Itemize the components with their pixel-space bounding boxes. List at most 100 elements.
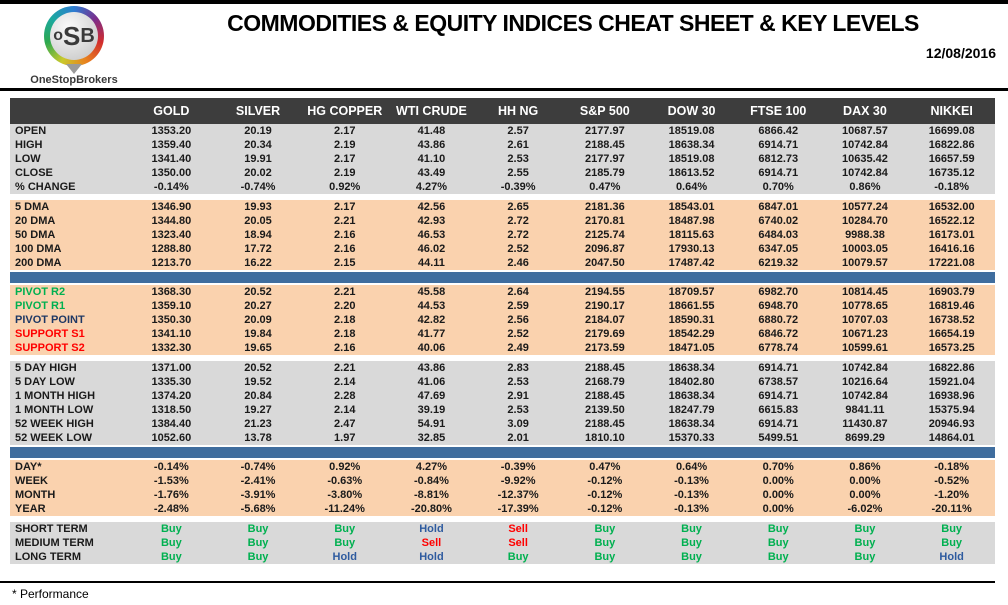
- column-header-dow-30: DOW 30: [667, 104, 716, 118]
- value-200-dma-ftse-100: 6219.32: [758, 257, 799, 269]
- value-5-day-high-hh-ng: 2.83: [507, 362, 529, 374]
- value-52-week-low-hg-copper: 1.97: [334, 432, 356, 444]
- value-long-term-hh-ng: Buy: [507, 551, 529, 563]
- value-short-term-silver: Buy: [247, 523, 269, 535]
- value-year-ftse-100: 0.00%: [762, 503, 794, 515]
- value-change-gold: -0.14%: [153, 181, 189, 193]
- value-5-dma-wti-crude: 42.56: [417, 201, 446, 213]
- value-day-dow-30: 0.64%: [675, 461, 708, 473]
- value-20-dma-ftse-100: 6740.02: [758, 215, 799, 227]
- value-pivot-point-dow-30: 18590.31: [668, 314, 715, 326]
- value-20-dma-hg-copper: 2.21: [334, 215, 356, 227]
- value-open-dow-30: 18519.08: [668, 125, 715, 137]
- value-pivot-r1-ftse-100: 6948.70: [758, 300, 799, 312]
- value-month-hh-ng: -12.37%: [497, 489, 539, 501]
- value-50-dma-s-p-500: 2125.74: [584, 229, 625, 241]
- table-row-low: LOW 1341.40 19.91 2.17 41.10 2.53 2177.97 18519…: [10, 152, 995, 166]
- table-row-high: HIGH 1359.40 20.34 2.19 43.86 2.61 2188.45 1863…: [10, 138, 995, 152]
- value-change-s-p-500: 0.47%: [589, 181, 621, 193]
- value-change-hh-ng: -0.39%: [500, 181, 536, 193]
- value-medium-term-silver: Buy: [247, 537, 269, 549]
- value-pivot-r2-silver: 20.52: [244, 286, 272, 298]
- value-200-dma-gold: 1213.70: [151, 257, 192, 269]
- value-support-s1-gold: 1341.10: [151, 328, 192, 340]
- value-month-ftse-100: 0.00%: [762, 489, 794, 501]
- section-signals: SHORT TERM Buy Buy Buy Hold Sell Buy Buy Buy Buy B…: [10, 522, 995, 564]
- value-100-dma-dow-30: 17930.13: [668, 243, 715, 255]
- value-50-dma-silver: 18.94: [244, 229, 272, 241]
- value-week-dax-30: 0.00%: [849, 475, 881, 487]
- value-50-dma-nikkei: 16173.01: [928, 229, 975, 241]
- row-label-month: MONTH: [15, 489, 56, 501]
- table-row-5-day-high: 5 DAY HIGH 1371.00 20.52 2.21 43.86 2.83 2188.…: [10, 361, 995, 375]
- table-row-month: MONTH -1.76% -3.91% -3.80% -8.81% -12.37% -0.1…: [10, 488, 995, 502]
- blue-divider: [10, 447, 995, 458]
- value-pivot-point-nikkei: 16738.52: [928, 314, 975, 326]
- table-row-200-dma: 200 DMA 1213.70 16.22 2.15 44.11 2.46 2047.50 1…: [10, 256, 995, 270]
- value-52-week-low-s-p-500: 1810.10: [584, 432, 625, 444]
- row-label-year: YEAR: [15, 503, 46, 515]
- value-pivot-r2-wti-crude: 45.58: [417, 286, 446, 298]
- value-medium-term-gold: Buy: [160, 537, 182, 549]
- value-month-silver: -3.91%: [240, 489, 276, 501]
- value-52-week-low-silver: 13.78: [244, 432, 272, 444]
- value-month-gold: -1.76%: [153, 489, 189, 501]
- row-label-5-day-high: 5 DAY HIGH: [15, 362, 77, 374]
- value-change-nikkei: -0.18%: [934, 181, 970, 193]
- value-year-s-p-500: -0.12%: [587, 503, 623, 515]
- value-month-hg-copper: -3.80%: [327, 489, 363, 501]
- value-pivot-r2-gold: 1368.30: [151, 286, 192, 298]
- value-200-dma-dax-30: 10079.57: [842, 257, 888, 269]
- value-low-s-p-500: 2177.97: [584, 153, 625, 165]
- value-week-wti-crude: -0.84%: [414, 475, 449, 487]
- value-high-ftse-100: 6914.71: [758, 139, 799, 151]
- row-label-pivot-r1: PIVOT R1: [15, 300, 66, 312]
- value-close-gold: 1350.00: [151, 167, 192, 179]
- value-100-dma-hh-ng: 2.52: [507, 243, 529, 255]
- value-200-dma-dow-30: 17487.42: [668, 257, 715, 269]
- column-header-dax-30: DAX 30: [843, 104, 887, 118]
- value-support-s1-dow-30: 18542.29: [668, 328, 715, 340]
- value-change-wti-crude: 4.27%: [415, 181, 448, 193]
- column-header-hg-copper: HG COPPER: [307, 104, 383, 118]
- value-52-week-high-nikkei: 20946.93: [928, 418, 975, 430]
- row-label-pivot-r2: PIVOT R2: [15, 286, 66, 298]
- value-long-term-hg-copper: Hold: [332, 551, 357, 563]
- value-year-nikkei: -20.11%: [931, 503, 972, 515]
- value-pivot-r1-dow-30: 18661.55: [668, 300, 715, 312]
- column-header-nikkei: NIKKEI: [930, 104, 973, 118]
- row-label-low: LOW: [15, 153, 41, 165]
- value-5-dma-dow-30: 18543.01: [668, 201, 715, 213]
- value-52-week-high-ftse-100: 6914.71: [758, 418, 799, 430]
- table-row-long-term: LONG TERM Buy Buy Hold Hold Buy Buy Buy Buy Buy Ho…: [10, 550, 995, 564]
- value-20-dma-wti-crude: 42.93: [417, 215, 446, 227]
- value-50-dma-dax-30: 9988.38: [845, 229, 885, 241]
- column-header-gold: GOLD: [153, 104, 190, 118]
- value-long-term-wti-crude: Hold: [419, 551, 444, 563]
- table-row-support-s1: SUPPORT S1 1341.10 19.84 2.18 41.77 2.52 2179.…: [10, 327, 995, 341]
- value-100-dma-nikkei: 16416.16: [928, 243, 975, 255]
- logo-pin-tail-icon: [66, 64, 82, 74]
- value-long-term-s-p-500: Buy: [594, 551, 616, 563]
- value-1-month-high-hh-ng: 2.91: [507, 390, 529, 402]
- value-support-s2-gold: 1332.30: [151, 342, 192, 354]
- footer-note: * Performance: [12, 587, 89, 601]
- value-5-day-high-dow-30: 18638.34: [668, 362, 715, 374]
- column-header-wti-crude: WTI CRUDE: [396, 104, 467, 118]
- value-200-dma-silver: 16.22: [244, 257, 272, 269]
- blue-divider: [10, 272, 995, 283]
- value-short-term-gold: Buy: [160, 523, 182, 535]
- value-5-dma-nikkei: 16532.00: [928, 201, 975, 213]
- table-row-change: % CHANGE -0.14% -0.74% 0.92% 4.27% -0.39% 0.47…: [10, 180, 995, 194]
- value-close-wti-crude: 43.49: [417, 167, 446, 179]
- value-pivot-point-wti-crude: 42.82: [417, 314, 446, 326]
- value-20-dma-dax-30: 10284.70: [842, 215, 888, 227]
- value-close-nikkei: 16735.12: [928, 167, 975, 179]
- value-52-week-high-dow-30: 18638.34: [668, 418, 715, 430]
- value-1-month-low-dow-30: 18247.79: [668, 404, 715, 416]
- value-50-dma-hh-ng: 2.72: [507, 229, 529, 241]
- value-month-nikkei: -1.20%: [934, 489, 970, 501]
- value-52-week-high-gold: 1384.40: [151, 418, 192, 430]
- table-row-1-month-high: 1 MONTH HIGH 1374.20 20.84 2.28 47.69 2.91 218…: [10, 389, 995, 403]
